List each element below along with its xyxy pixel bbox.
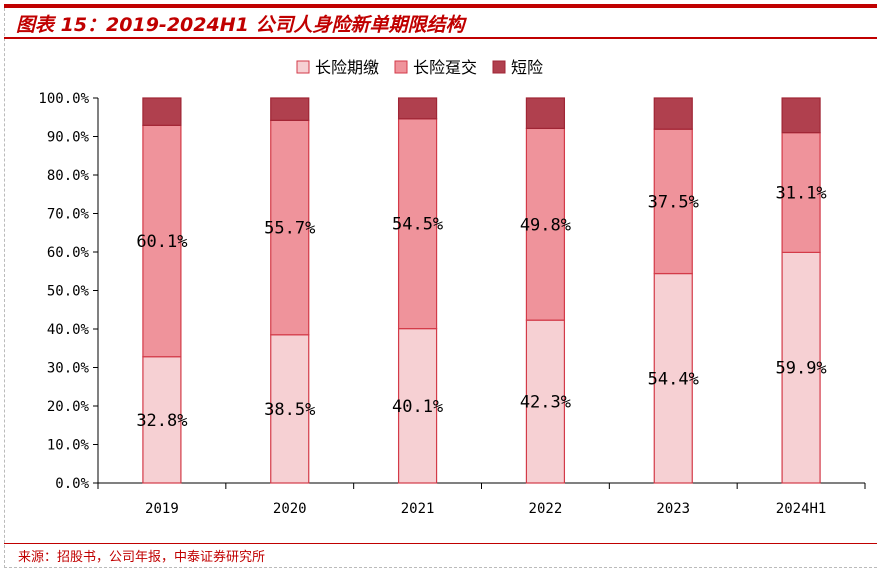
data-label: 42.3%	[520, 393, 571, 413]
bar-3-2023	[653, 97, 693, 130]
bar-2-2019	[142, 124, 182, 358]
data-label: 37.5%	[648, 192, 699, 212]
bottom-border	[4, 567, 877, 568]
top-rule	[4, 4, 877, 8]
x-tick-label: 2020	[273, 501, 307, 517]
data-label: 54.4%	[648, 369, 699, 389]
y-tick-label: 50.0%	[47, 284, 90, 300]
data-label: 59.9%	[775, 359, 826, 379]
y-tick-label: 100.0%	[38, 91, 89, 107]
data-label: 49.8%	[520, 215, 571, 235]
bar-3-2021	[397, 97, 438, 120]
bar-3-2024H1	[781, 97, 821, 134]
data-label: 55.7%	[264, 219, 315, 239]
footer-rule	[4, 543, 877, 544]
bar-1-2023	[653, 272, 693, 484]
x-tick-label: 2023	[656, 501, 690, 517]
bar-1-2021	[397, 328, 438, 484]
y-tick-label: 70.0%	[47, 207, 90, 223]
y-tick-label: 90.0%	[47, 130, 90, 146]
x-tick-label: 2024H1	[776, 501, 827, 517]
bar-1-2019	[142, 356, 182, 484]
bar-3-2022	[525, 97, 566, 130]
data-label: 54.5%	[392, 215, 443, 235]
bar-2-2024H1	[781, 132, 821, 253]
bar-2-2022	[525, 127, 566, 321]
y-tick-label: 30.0%	[47, 361, 90, 377]
data-label: 31.1%	[775, 184, 826, 204]
bar-2-2020	[270, 119, 310, 336]
data-label: 32.8%	[136, 411, 187, 431]
bar-1-2022	[525, 319, 566, 484]
bar-1-2024H1	[781, 251, 821, 484]
y-tick-label: 20.0%	[47, 399, 90, 415]
x-tick-label: 2022	[529, 501, 563, 517]
legend-label: 短险	[511, 58, 543, 77]
legend-swatch	[296, 60, 310, 74]
legend-label: 长险期缴	[315, 58, 379, 77]
y-tick-label: 80.0%	[47, 168, 90, 184]
frame-border	[4, 8, 5, 568]
title-rule	[4, 37, 877, 39]
y-tick-label: 0.0%	[55, 476, 89, 492]
y-tick-label: 10.0%	[47, 438, 90, 454]
legend-swatch	[394, 60, 408, 74]
x-tick-label: 2021	[401, 501, 435, 517]
bar-3-2020	[270, 97, 310, 121]
data-label: 60.1%	[136, 232, 187, 252]
source-note: 来源：招股书，公司年报，中泰证券研究所	[18, 550, 266, 565]
bar-3-2019	[142, 97, 182, 126]
legend-swatch	[492, 60, 506, 74]
x-tick-label: 2019	[145, 501, 179, 517]
y-tick-label: 60.0%	[47, 245, 90, 261]
data-label: 40.1%	[392, 397, 443, 417]
bar-2-2021	[397, 118, 438, 330]
y-tick-label: 40.0%	[47, 322, 90, 338]
bar-2-2023	[653, 128, 693, 275]
legend-label: 长险趸交	[413, 58, 477, 77]
chart-title: 图表 15：2019-2024H1 公司人身险新单期限结构	[16, 14, 465, 36]
data-label: 38.5%	[264, 400, 315, 420]
bar-1-2020	[270, 334, 310, 484]
